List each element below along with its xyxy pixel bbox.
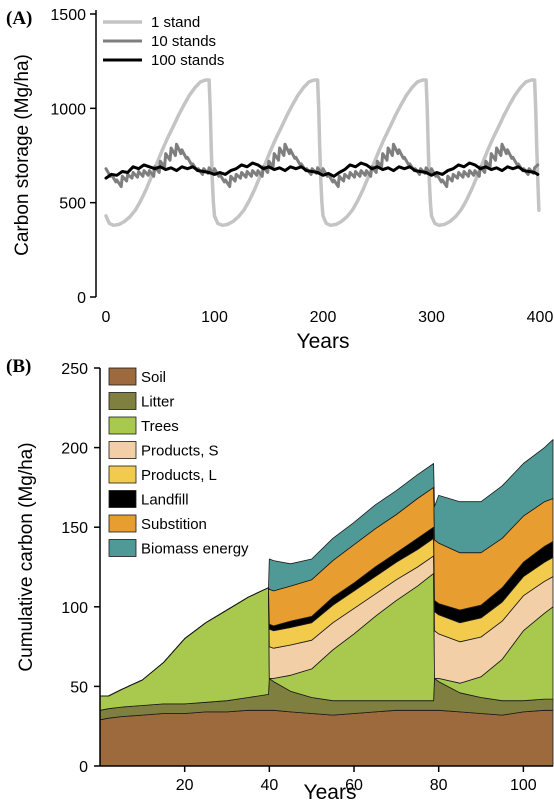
legend-swatch-biomass-energy <box>108 539 137 557</box>
legend-label-biomass-energy: Biomass energy <box>141 541 249 558</box>
panel-a-ticks: 0 500 1000 1500 0 100 200 300 400 <box>50 7 553 326</box>
x-tick-label: 20 <box>176 777 194 794</box>
legend-label-10-stands: 10 stands <box>151 33 216 50</box>
legend-label-products-l: Products, L <box>141 467 217 484</box>
panel-b-legend: Soil Litter Trees Products, S Products, L Lan… <box>108 367 249 558</box>
y-tick-label: 500 <box>59 196 86 213</box>
panel-b: (B) 0 50 100 150 200 250 20 40 60 80 100 Soil Litte… <box>6 356 554 804</box>
x-tick-label: 40 <box>260 777 278 794</box>
panel-a-label: (A) <box>6 8 32 29</box>
panel-a-lines <box>104 78 541 228</box>
panel-b-label: (B) <box>6 356 31 377</box>
legend-label-litter: Litter <box>141 394 174 411</box>
legend-label-products-s: Products, S <box>141 443 219 460</box>
legend-swatch-products-l <box>108 465 137 484</box>
series-line-10-stands <box>104 142 540 189</box>
series-line-1-stand <box>104 78 541 228</box>
x-tick-label: 400 <box>527 309 554 326</box>
legend-swatch-soil <box>108 367 137 386</box>
x-tick-label: 0 <box>102 309 111 326</box>
panel-a: (A) 0 500 1000 1500 0 100 200 300 400 1 stand 10 … <box>6 7 553 353</box>
panel-b-axes <box>99 368 553 767</box>
y-tick-label: 1000 <box>50 101 86 118</box>
panel-a-legend: 1 stand 10 stands 100 stands <box>103 14 224 69</box>
legend-label-soil: Soil <box>141 369 166 386</box>
panel-b-areas <box>99 439 554 767</box>
x-tick-label: 200 <box>310 309 337 326</box>
panel-a-y-axis-title: Carbon storage (Mg/ha) <box>12 54 33 256</box>
y-tick-label: 150 <box>61 520 88 537</box>
panel-b-ticks: 0 50 100 150 200 250 20 40 60 80 100 <box>61 361 537 794</box>
y-tick-label: 200 <box>61 441 88 458</box>
legend-label-substition: Substition <box>141 516 207 533</box>
x-tick-label: 100 <box>510 777 537 794</box>
panel-a-x-axis-title: Years <box>297 330 350 353</box>
x-tick-label: 80 <box>430 777 448 794</box>
area-biomass-energy <box>99 439 554 697</box>
y-tick-label: 50 <box>70 679 88 696</box>
legend-swatch-landfill <box>108 490 137 508</box>
legend-label-landfill: Landfill <box>141 492 189 509</box>
area-soil <box>99 709 554 767</box>
panel-b-x-axis-title: Years <box>304 781 357 804</box>
x-tick-label: 60 <box>345 777 363 794</box>
x-tick-label: 100 <box>201 309 228 326</box>
legend-label-100-stands: 100 stands <box>151 52 224 69</box>
legend-label-1-stand: 1 stand <box>151 14 200 31</box>
y-tick-label: 250 <box>61 361 88 378</box>
legend-label-trees: Trees <box>141 418 179 435</box>
legend-swatch-products-s <box>108 441 137 459</box>
y-tick-label: 0 <box>77 290 86 307</box>
x-tick-label: 300 <box>418 309 445 326</box>
y-tick-label: 1500 <box>50 7 86 24</box>
legend-swatch-substition <box>108 514 137 533</box>
panel-b-y-axis-title: Cumulative carbon (Mg/ha) <box>16 442 37 671</box>
y-tick-label: 0 <box>79 759 88 776</box>
legend-swatch-trees <box>108 416 137 435</box>
legend-swatch-litter <box>108 392 137 410</box>
series-line-100-stands <box>104 161 540 180</box>
y-tick-label: 100 <box>61 600 88 617</box>
